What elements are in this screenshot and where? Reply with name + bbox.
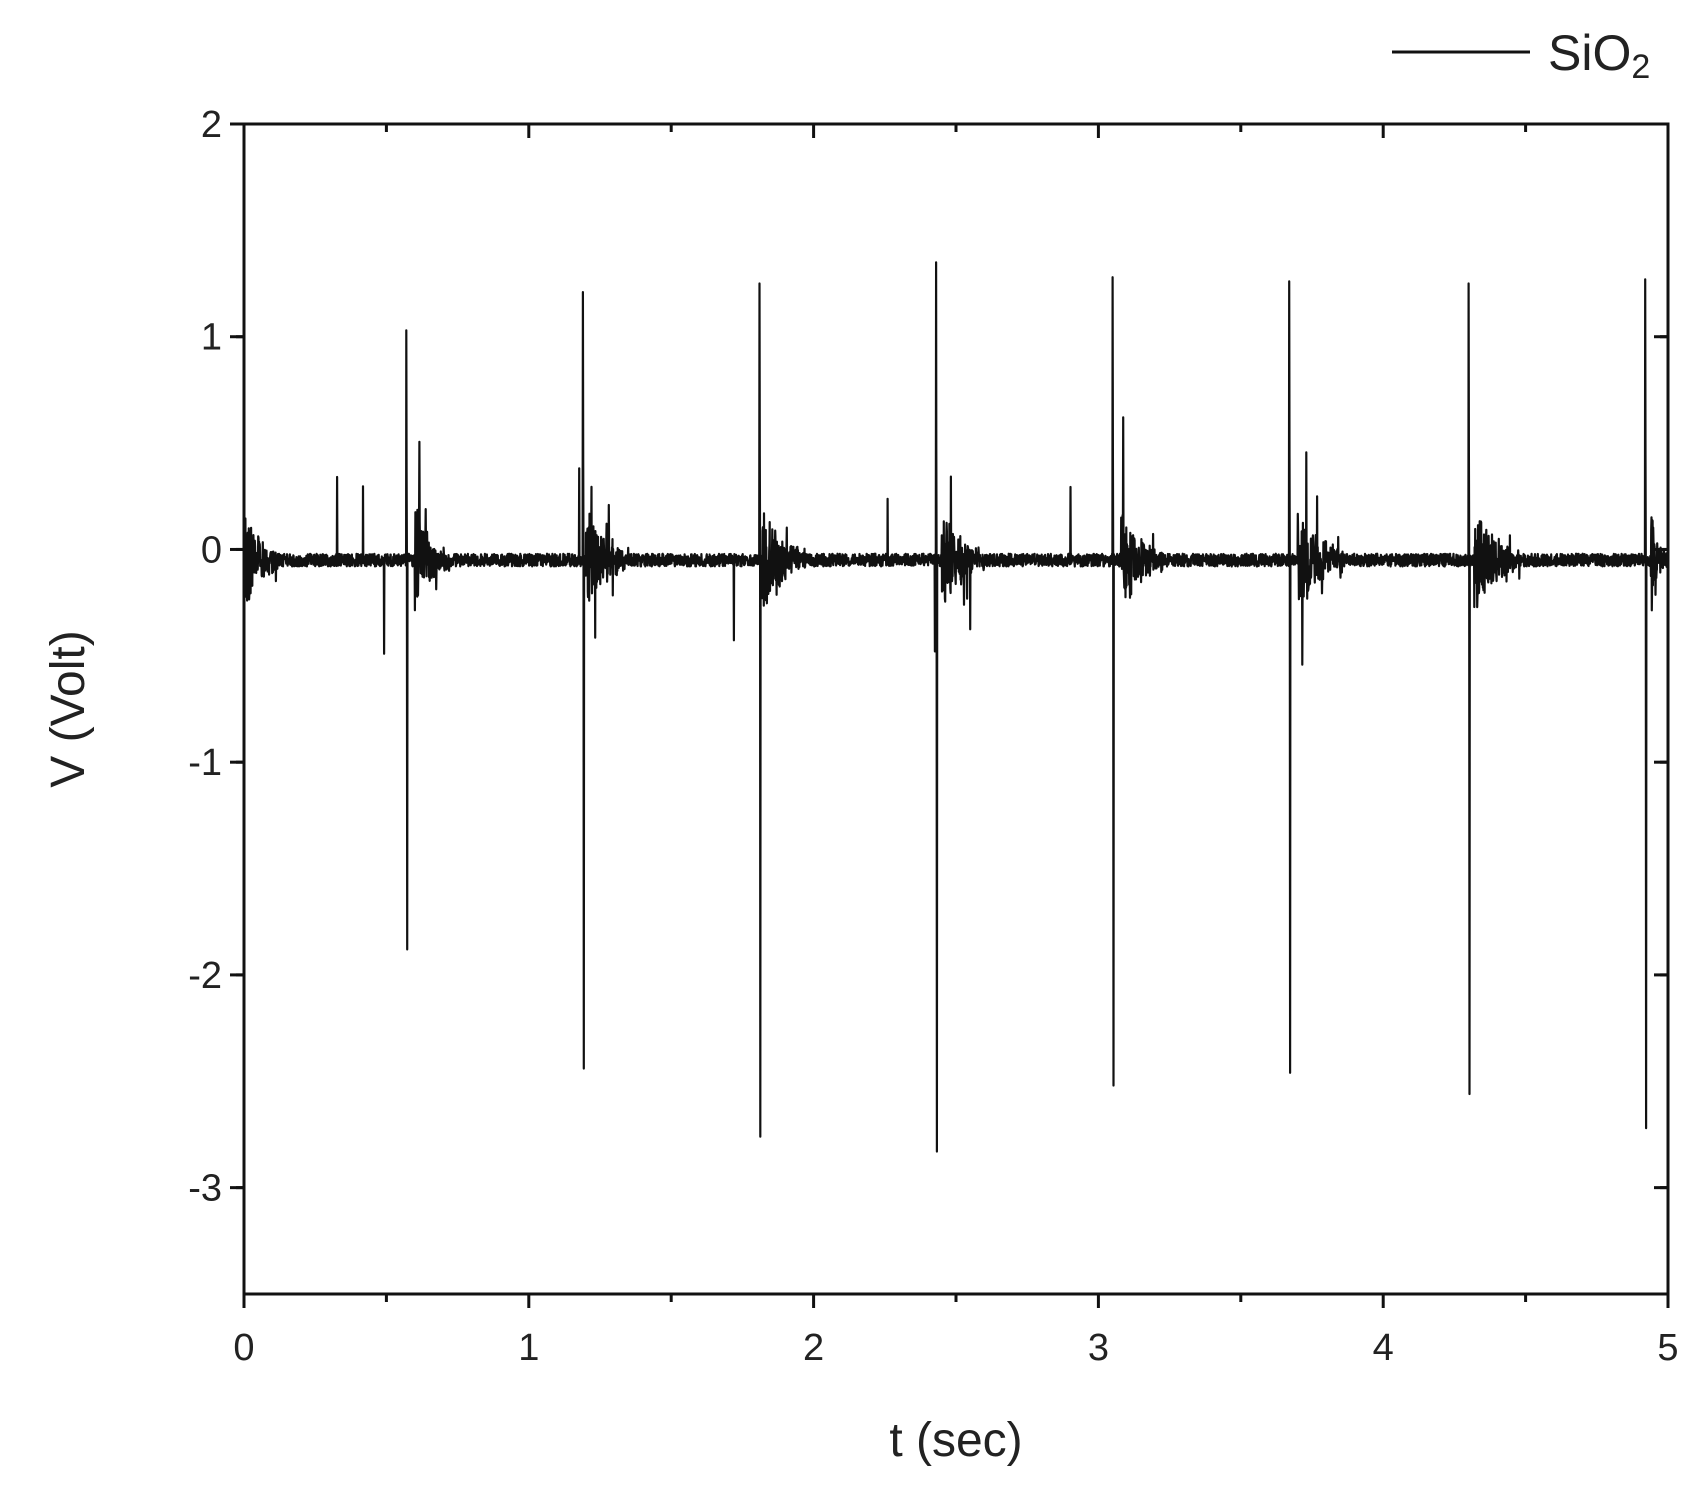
y-tick-label: 0 xyxy=(201,529,222,571)
x-tick-label: 4 xyxy=(1373,1327,1394,1369)
y-axis-title: V (Volt) xyxy=(42,630,95,787)
x-tick-label: 1 xyxy=(518,1327,539,1369)
y-tick-label: -1 xyxy=(188,742,222,784)
legend: SiO2 xyxy=(1392,25,1650,86)
series-layer xyxy=(242,261,1670,1153)
y-tick-label: -2 xyxy=(188,955,222,997)
x-tick-label: 2 xyxy=(803,1327,824,1369)
legend-label-subscript: 2 xyxy=(1631,48,1650,86)
y-tick-label: 1 xyxy=(201,317,222,359)
y-tick-label: -3 xyxy=(188,1168,222,1210)
legend-label-main: SiO xyxy=(1548,25,1631,81)
axis-ticks xyxy=(230,122,1670,1308)
plot-frame xyxy=(242,122,1670,1296)
x-axis-title: t (sec) xyxy=(889,1414,1022,1467)
x-tick-label: 3 xyxy=(1088,1327,1109,1369)
y-tick-label: 2 xyxy=(201,104,222,146)
x-tick-label: 5 xyxy=(1657,1327,1678,1369)
axis-tick-labels: 0 1 2 3 4 5 2 1 0 -1 -2 -3 xyxy=(188,104,1678,1369)
legend-label: SiO2 xyxy=(1548,25,1650,86)
x-tick-label: 0 xyxy=(233,1327,254,1369)
series-line-sio2 xyxy=(242,261,1670,1153)
